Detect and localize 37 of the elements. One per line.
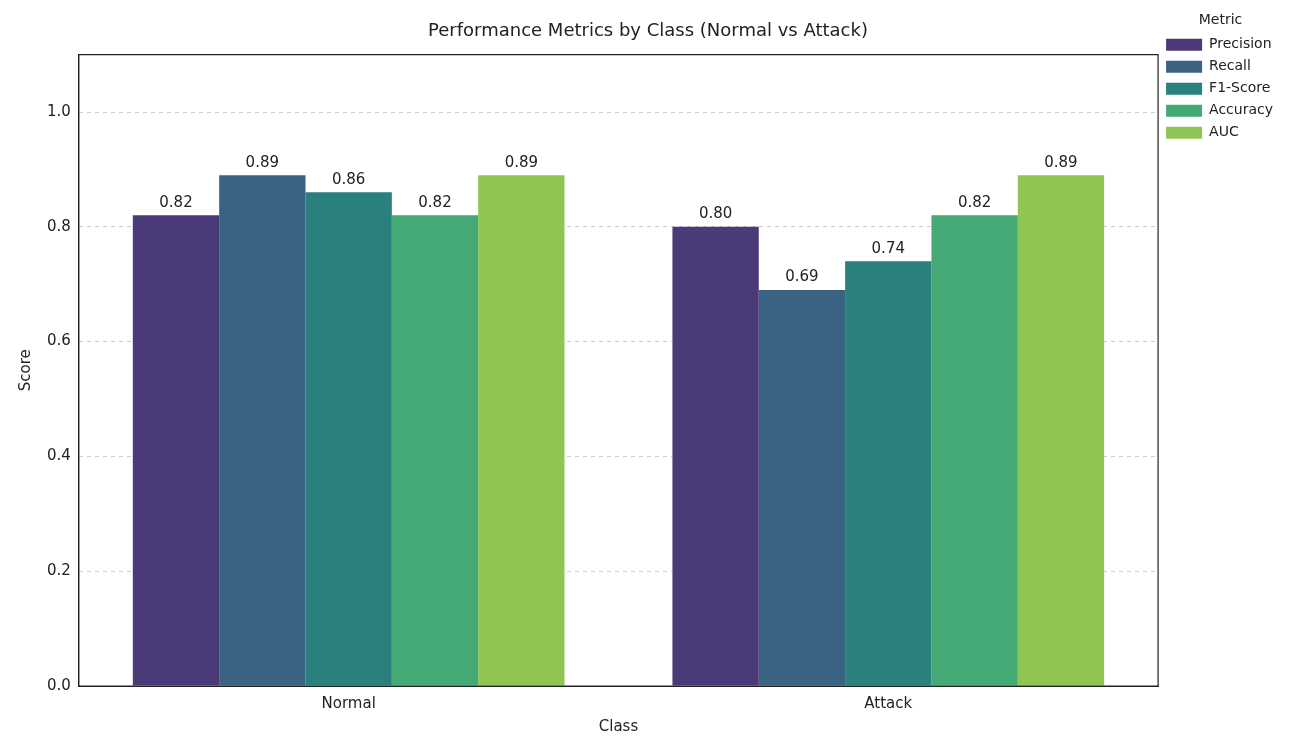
- y-tick-label: 0.2: [47, 561, 71, 580]
- legend-label: Accuracy: [1209, 101, 1274, 118]
- x-tick-label: Attack: [864, 693, 913, 712]
- bar: [758, 289, 846, 686]
- legend-title: Metric: [1198, 10, 1243, 27]
- y-tick-label: 0.0: [47, 675, 71, 694]
- data-label: 0.80: [698, 204, 733, 223]
- y-tick-label: 0.6: [47, 331, 71, 350]
- data-label: 0.82: [957, 192, 992, 211]
- data-label: 0.69: [785, 267, 819, 286]
- y-axis-title: Score: [15, 349, 34, 392]
- legend-label: Precision: [1209, 35, 1272, 52]
- bar: [219, 175, 306, 686]
- bar: [391, 215, 479, 686]
- data-label: 0.89: [504, 152, 539, 171]
- x-axis-title: Class: [598, 716, 639, 735]
- y-tick-label: 1.0: [47, 101, 71, 120]
- legend-label: AUC: [1209, 123, 1239, 140]
- y-tick-label: 0.4: [47, 446, 71, 465]
- data-label: 0.89: [245, 152, 280, 171]
- bar: [478, 175, 565, 686]
- data-label: 0.82: [418, 192, 452, 211]
- bar: [305, 192, 392, 686]
- bar: [132, 215, 220, 686]
- bar: [931, 215, 1018, 686]
- y-tick-label: 0.8: [47, 216, 71, 235]
- data-label: 0.89: [1044, 152, 1078, 171]
- data-label: 0.86: [331, 169, 366, 188]
- data-label: 0.74: [871, 238, 905, 257]
- legend-label: Recall: [1209, 57, 1251, 74]
- chart-title: Performance Metrics by Class (Normal vs Attack): [428, 19, 868, 41]
- x-tick-label: Normal: [321, 693, 376, 712]
- data-label: 0.82: [159, 192, 193, 211]
- bar: [672, 226, 759, 686]
- legend-label: F1-Score: [1209, 79, 1271, 96]
- bar: [845, 261, 932, 686]
- bar: [1017, 175, 1105, 686]
